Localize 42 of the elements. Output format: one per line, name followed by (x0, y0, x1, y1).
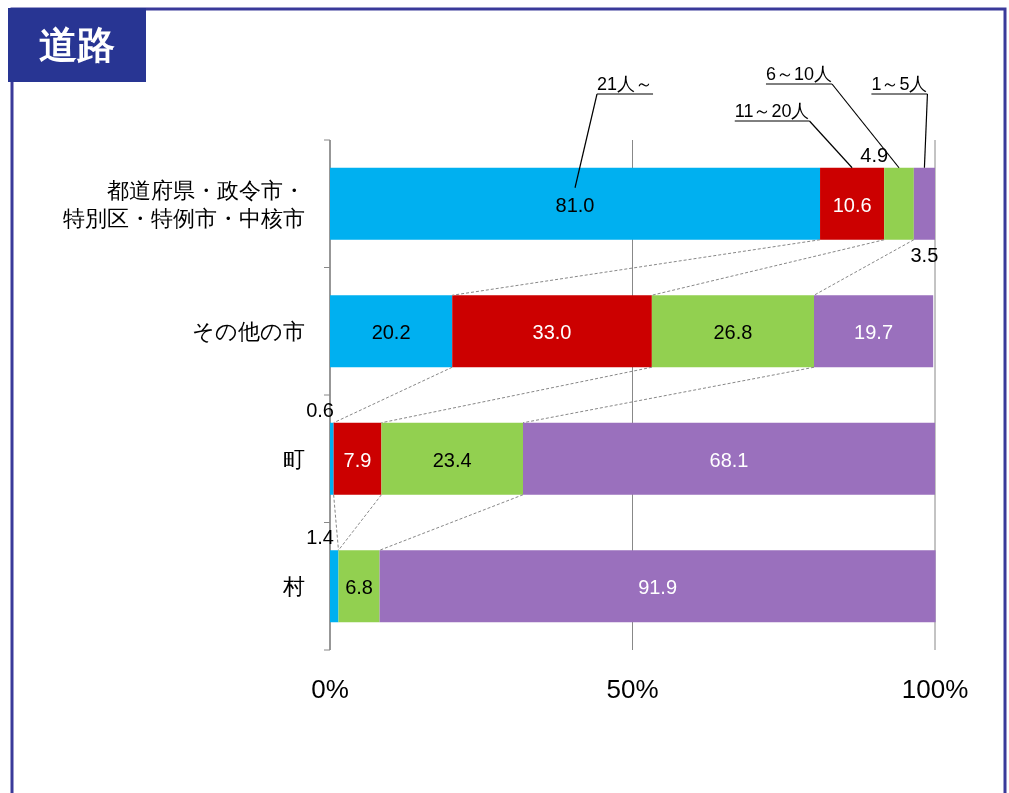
bar (651, 295, 814, 368)
bar (330, 550, 339, 623)
data-label: 19.7 (854, 321, 894, 344)
data-label: 10.6 (832, 193, 872, 216)
x-tick-label: 50% (606, 674, 659, 704)
data-label: 26.8 (713, 321, 753, 344)
bar (913, 167, 935, 240)
data-label: 4.9 (860, 143, 889, 166)
bar (820, 167, 885, 240)
y-tick-label: 村 (282, 574, 305, 600)
x-tick-label: 0% (311, 674, 349, 704)
bar (330, 422, 334, 495)
bar (381, 422, 523, 495)
data-label: 33.0 (532, 321, 572, 344)
text: 21人～ (597, 74, 654, 94)
bar (884, 167, 914, 240)
bar (452, 295, 652, 368)
data-label: 68.1 (709, 448, 749, 471)
text: 1～5人 (871, 74, 928, 94)
y-tick-label: 町 (283, 446, 305, 472)
bar (330, 295, 453, 368)
data-label: 6.8 (345, 576, 373, 599)
data-label: 91.9 (638, 576, 678, 599)
y-tick-label: 都道府県・政令市・特別区・特例市・中核市 (63, 177, 305, 231)
bar (814, 295, 934, 368)
chart-title: 道路 (39, 24, 115, 66)
bar (379, 550, 936, 623)
x-tick-label: 100% (901, 674, 969, 704)
data-label: 0.6 (306, 398, 334, 421)
data-label: 20.2 (371, 321, 411, 344)
data-label: 7.9 (343, 448, 372, 471)
bar (338, 550, 380, 623)
y-tick-label: その他の市 (192, 319, 305, 345)
data-label: 23.4 (432, 448, 472, 471)
bar (330, 167, 821, 240)
data-label: 3.5 (910, 243, 939, 266)
data-label: 1.4 (306, 526, 334, 549)
text: 6～10人 (765, 64, 833, 84)
bar (523, 422, 935, 495)
text: 11～20人 (734, 101, 810, 121)
bar (333, 422, 382, 495)
data-label: 81.0 (555, 193, 595, 216)
